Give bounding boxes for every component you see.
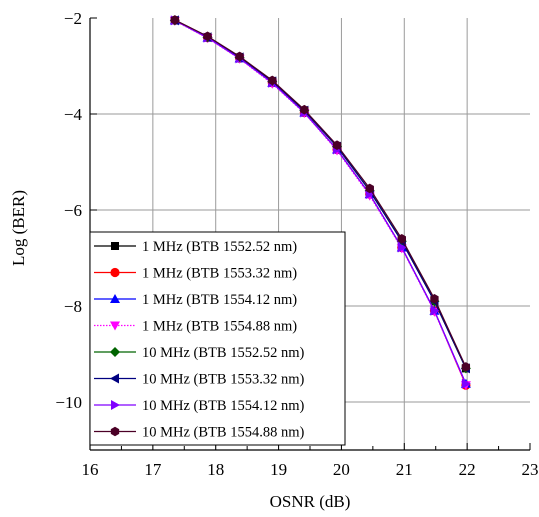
y-axis-title: Log (BER) xyxy=(9,190,28,266)
x-tick-label: 21 xyxy=(396,460,413,479)
legend-item: 1 MHz (BTB 1554.88 nm) xyxy=(94,319,297,335)
legend-item: 1 MHz (BTB 1553.32 nm) xyxy=(94,266,297,282)
marker-hexagon xyxy=(235,51,244,62)
marker-hexagon xyxy=(461,362,471,372)
marker-triangle-left xyxy=(110,373,119,384)
legend-label: 10 MHz (BTB 1554.88 nm) xyxy=(142,425,304,441)
marker-triangle-right xyxy=(461,378,471,389)
marker-hexagon xyxy=(110,426,120,437)
y-tick-label: −6 xyxy=(64,201,82,220)
marker-triangle-right xyxy=(111,400,120,410)
legend-item: 10 MHz (BTB 1554.12 nm) xyxy=(94,398,304,414)
y-tick-label: −2 xyxy=(64,9,82,28)
x-tick-label: 20 xyxy=(333,460,350,479)
marker-diamond xyxy=(110,347,120,357)
legend-label: 10 MHz (BTB 1554.12 nm) xyxy=(142,398,304,414)
legend-label: 1 MHz (BTB 1554.12 nm) xyxy=(142,292,297,308)
legend-label: 1 MHz (BTB 1554.88 nm) xyxy=(142,319,297,335)
marker-triangle-down xyxy=(110,321,120,331)
marker-triangle-right xyxy=(397,242,407,253)
legend-item: 10 MHz (BTB 1552.52 nm) xyxy=(94,345,304,361)
series-line xyxy=(174,19,467,369)
marker-circle xyxy=(110,267,120,278)
marker-square xyxy=(111,242,119,250)
marker-hexagon xyxy=(170,15,180,25)
y-tick-label: −8 xyxy=(64,297,82,316)
series-line xyxy=(174,19,467,384)
series-line xyxy=(174,19,467,368)
plot-series xyxy=(169,15,471,391)
series xyxy=(170,15,471,372)
x-tick-label: 17 xyxy=(144,460,162,479)
y-tick-label: −4 xyxy=(64,105,83,124)
legend-item: 1 MHz (BTB 1552.52 nm) xyxy=(94,239,297,255)
tick-labels: 16 17 18 19 20 21 22 23 −2 −4 −6 −8 −10 xyxy=(55,9,538,479)
x-tick-label: 19 xyxy=(270,460,287,479)
x-tick-label: 22 xyxy=(459,460,476,479)
marker-hexagon xyxy=(300,104,309,115)
legend-label: 1 MHz (BTB 1552.52 nm) xyxy=(142,239,297,255)
legend: 1 MHz (BTB 1552.52 nm) 1 MHz (BTB 1553.32… xyxy=(89,231,346,446)
marker-hexagon xyxy=(203,31,212,42)
legend-item: 1 MHz (BTB 1554.12 nm) xyxy=(94,292,297,308)
marker-triangle-right xyxy=(430,305,440,316)
y-tick-label: −10 xyxy=(55,393,82,412)
marker-hexagon xyxy=(397,234,406,244)
legend-box xyxy=(89,231,346,446)
legend-item: 10 MHz (BTB 1554.88 nm) xyxy=(94,425,304,441)
marker-hexagon xyxy=(430,294,439,304)
x-axis-title: OSNR (dB) xyxy=(270,492,351,511)
marker-hexagon xyxy=(332,140,342,150)
legend-label: 10 MHz (BTB 1552.52 nm) xyxy=(142,345,304,361)
legend-label: 10 MHz (BTB 1553.32 nm) xyxy=(142,372,304,388)
legend-item: 10 MHz (BTB 1553.32 nm) xyxy=(94,372,304,388)
legend-label: 1 MHz (BTB 1553.32 nm) xyxy=(142,266,297,282)
x-tick-label: 23 xyxy=(522,460,539,479)
marker-hexagon xyxy=(268,75,277,86)
marker-triangle-up xyxy=(110,294,120,303)
x-tick-label: 16 xyxy=(82,460,99,479)
x-tick-label: 18 xyxy=(207,460,224,479)
marker-hexagon xyxy=(365,183,374,194)
